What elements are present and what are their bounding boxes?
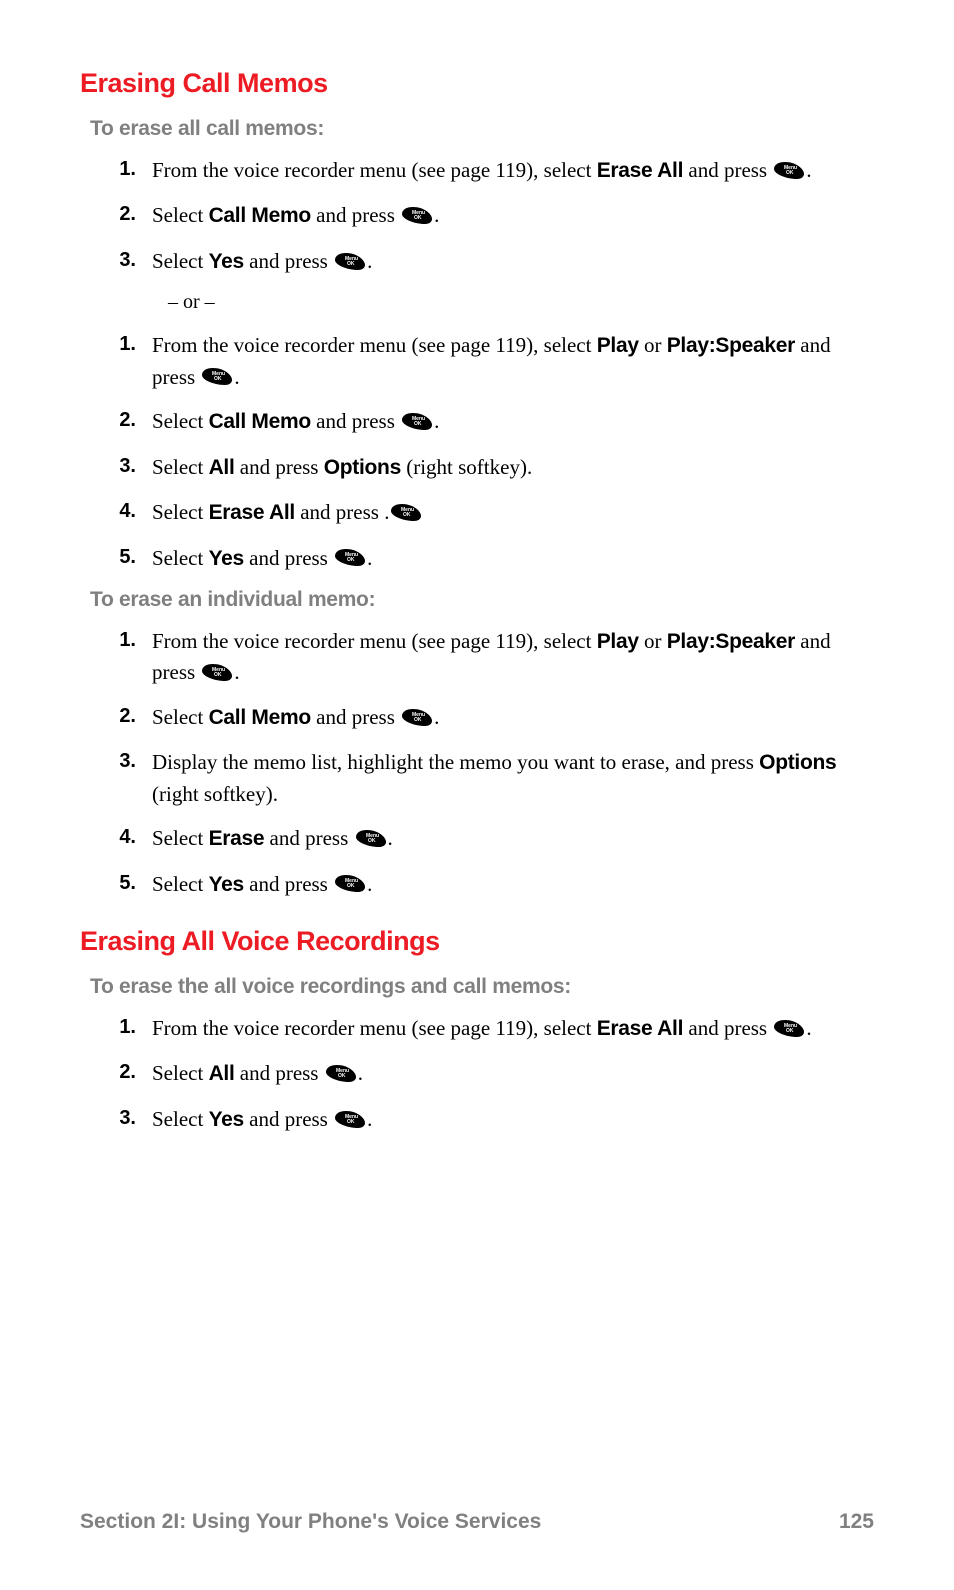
step-number: 4. — [110, 497, 152, 528]
step-number: 1. — [110, 1013, 152, 1044]
menu-ok-key-icon — [202, 664, 232, 681]
list-a-step-3: 3. Select Yes and press . — [80, 246, 874, 277]
step-text: Select Yes and press . — [152, 1104, 874, 1135]
step-number: 3. — [110, 1104, 152, 1135]
subhead-erase-all-memos: To erase all call memos: — [90, 117, 874, 141]
list-a-step-2: 2. Select Call Memo and press . — [80, 200, 874, 231]
list-c-step-5: 5. Select Yes and press . — [80, 869, 874, 900]
list-c-step-3: 3. Display the memo list, highlight the … — [80, 747, 874, 809]
step-text: Select All and press . — [152, 1058, 874, 1089]
menu-ok-key-icon — [356, 830, 386, 847]
menu-ok-key-icon — [335, 1111, 365, 1128]
list-d-step-3: 3. Select Yes and press . — [80, 1104, 874, 1135]
list-b-step-1: 1. From the voice recorder menu (see pag… — [80, 330, 874, 392]
footer-section-label: Section 2I: Using Your Phone's Voice Ser… — [80, 1510, 541, 1534]
step-number: 1. — [110, 626, 152, 688]
menu-ok-key-icon — [335, 875, 365, 892]
menu-ok-key-icon — [402, 709, 432, 726]
list-a-step-1: 1. From the voice recorder menu (see pag… — [80, 155, 874, 186]
step-text: Select Call Memo and press . — [152, 702, 874, 733]
step-number: 1. — [110, 155, 152, 186]
list-c-step-2: 2. Select Call Memo and press . — [80, 702, 874, 733]
step-text: From the voice recorder menu (see page 1… — [152, 330, 874, 392]
step-text: Select Yes and press . — [152, 543, 874, 574]
step-text: Select Yes and press . — [152, 869, 874, 900]
step-text: From the voice recorder menu (see page 1… — [152, 155, 874, 186]
page-content: Erasing Call Memos To erase all call mem… — [0, 0, 954, 1135]
list-c-step-4: 4. Select Erase and press . — [80, 823, 874, 854]
step-number: 2. — [110, 1058, 152, 1089]
step-number: 4. — [110, 823, 152, 854]
step-text: From the voice recorder menu (see page 1… — [152, 1013, 874, 1044]
subhead-erase-all-recordings: To erase the all voice recordings and ca… — [90, 975, 874, 999]
menu-ok-key-icon — [326, 1065, 356, 1082]
menu-ok-key-icon — [335, 253, 365, 270]
step-number: 2. — [110, 702, 152, 733]
heading-erasing-call-memos: Erasing Call Memos — [80, 68, 874, 99]
step-number: 5. — [110, 543, 152, 574]
list-b-step-3: 3. Select All and press Options (right s… — [80, 452, 874, 483]
list-c-step-1: 1. From the voice recorder menu (see pag… — [80, 626, 874, 688]
step-number: 2. — [110, 406, 152, 437]
step-text: Select All and press Options (right soft… — [152, 452, 874, 483]
step-text: From the voice recorder menu (see page 1… — [152, 626, 874, 688]
list-d-step-1: 1. From the voice recorder menu (see pag… — [80, 1013, 874, 1044]
or-divider: – or – — [168, 291, 874, 314]
step-number: 5. — [110, 869, 152, 900]
list-b-step-4: 4. Select Erase All and press . — [80, 497, 874, 528]
step-text: Select Erase and press . — [152, 823, 874, 854]
step-text: Select Call Memo and press . — [152, 200, 874, 231]
subhead-erase-individual-memo: To erase an individual memo: — [90, 588, 874, 612]
menu-ok-key-icon — [402, 413, 432, 430]
step-text: Select Call Memo and press . — [152, 406, 874, 437]
footer-page-number: 125 — [839, 1510, 874, 1534]
step-text: Display the memo list, highlight the mem… — [152, 747, 874, 809]
step-number: 2. — [110, 200, 152, 231]
list-d-step-2: 2. Select All and press . — [80, 1058, 874, 1089]
list-b-step-2: 2. Select Call Memo and press . — [80, 406, 874, 437]
list-b-step-5: 5. Select Yes and press . — [80, 543, 874, 574]
menu-ok-key-icon — [335, 549, 365, 566]
heading-erasing-all-voice-recordings: Erasing All Voice Recordings — [80, 926, 874, 957]
menu-ok-key-icon — [774, 1020, 804, 1037]
step-number: 3. — [110, 452, 152, 483]
step-number: 1. — [110, 330, 152, 392]
step-text: Select Erase All and press . — [152, 497, 874, 528]
menu-ok-key-icon — [402, 207, 432, 224]
step-number: 3. — [110, 246, 152, 277]
page-footer: Section 2I: Using Your Phone's Voice Ser… — [80, 1510, 874, 1534]
step-number: 3. — [110, 747, 152, 809]
step-text: Select Yes and press . — [152, 246, 874, 277]
menu-ok-key-icon — [391, 504, 421, 521]
menu-ok-key-icon — [202, 368, 232, 385]
menu-ok-key-icon — [774, 162, 804, 179]
